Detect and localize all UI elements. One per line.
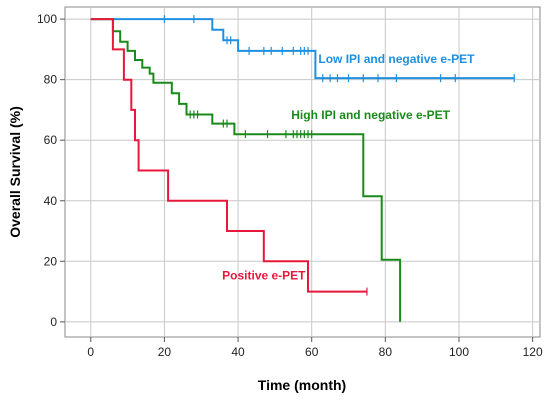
x-tick-label: 80 xyxy=(379,345,393,359)
y-tick-label: 0 xyxy=(50,315,57,329)
x-tick-label: 60 xyxy=(305,345,319,359)
x-tick-label: 100 xyxy=(449,345,469,359)
x-tick-label: 120 xyxy=(523,345,543,359)
series-label-1: High IPI and negative e-PET xyxy=(291,108,450,122)
series-line-1 xyxy=(90,18,402,322)
x-tick-label: 20 xyxy=(158,345,172,359)
y-tick-label: 20 xyxy=(44,254,58,268)
y-tick-label: 60 xyxy=(44,133,58,147)
plot-frame xyxy=(64,6,541,338)
y-axis-title: Overall Survival (%) xyxy=(7,106,23,238)
x-axis-title: Time (month) xyxy=(258,377,346,393)
series-label-0: Low IPI and negative e-PET xyxy=(318,52,475,66)
y-tick-label: 80 xyxy=(44,73,58,87)
x-tick-label: 40 xyxy=(231,345,245,359)
tick-labels: 0 20 40 60 80 100 120 0 20 40 60 80 100 xyxy=(37,12,543,359)
y-tick-label: 40 xyxy=(44,194,58,208)
censor-marks xyxy=(163,15,515,296)
y-tick-label: 100 xyxy=(37,12,57,26)
series-line-2 xyxy=(90,18,367,293)
series-label-2: Positive e-PET xyxy=(222,268,306,282)
series-annotations: Low IPI and negative e-PET High IPI and n… xyxy=(222,52,475,282)
x-tick-label: 0 xyxy=(87,345,94,359)
